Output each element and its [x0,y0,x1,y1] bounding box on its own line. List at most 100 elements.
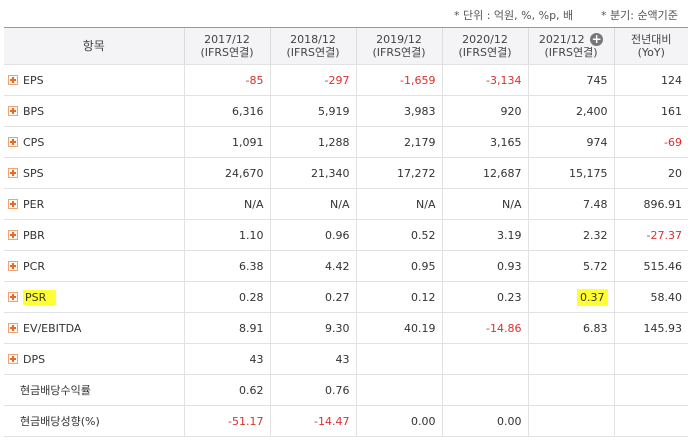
expand-columns-icon[interactable]: + [590,32,604,46]
value-cell: 0.00 [355,405,442,437]
row-label-text: SPS [23,166,44,180]
value-cell: N/A [183,188,270,220]
expand-row-icon[interactable] [8,353,18,364]
value-cell: 896.91 [613,188,688,220]
row-label[interactable]: PCR [4,250,184,282]
value-cell: 3,983 [355,95,442,127]
row-label[interactable]: EPS [4,64,184,96]
value-cell: -297 [269,64,356,96]
expand-row-icon[interactable] [8,198,18,209]
value-cell: 6,316 [183,95,270,127]
table-header-row: 항목 2017/12 (IFRS연결) 2018/12 (IFRS연결) 2019/… [4,27,688,65]
value-cell [441,374,528,406]
header-period: 2017/12 (IFRS연결) [183,27,270,65]
value-cell: 0.95 [355,250,442,282]
row-label-text: PER [23,197,45,211]
row-label[interactable]: SPS [4,157,184,189]
table-row: DPS 43 43 [4,343,688,375]
row-label-text: CPS [23,135,45,149]
value-cell [355,343,442,375]
basis-note: * 분기: 순액기준 [601,9,678,22]
row-label[interactable]: CPS [4,126,184,158]
value-cell: 6.38 [183,250,270,282]
value-cell: -14.47 [269,405,356,437]
value-cell: 0.12 [355,281,442,313]
row-label-text: 현금배당수익률 [20,384,91,397]
value-cell [613,374,688,406]
value-cell: 0.62 [183,374,270,406]
value-cell: N/A [355,188,442,220]
row-label[interactable]: BPS [4,95,184,127]
table-row: EV/EBITDA 8.91 9.30 40.19 -14.86 6.83 145.93 [4,312,688,344]
header-period: 2021/12 + (IFRS연결) [527,27,614,65]
unit-note: * 단위 : 억원, %, %p, 배 [454,9,574,22]
table-row: PER N/A N/A N/A N/A 7.48 896.91 [4,188,688,220]
header-yoy: 전년대비 (YoY) [613,27,688,65]
value-cell: 124 [613,64,688,96]
row-label[interactable]: PER [4,188,184,220]
value-cell: 0.96 [269,219,356,251]
row-label-text: EPS [23,73,44,87]
value-cell: 0.27 [269,281,356,313]
row-label[interactable]: DPS [4,343,184,375]
row-label[interactable]: PSR [4,281,184,313]
value-cell: 0.93 [441,250,528,282]
value-cell: 1.10 [183,219,270,251]
value-cell: 5,919 [269,95,356,127]
value-cell: 1,091 [183,126,270,158]
value-cell [527,374,614,406]
value-cell: 4.42 [269,250,356,282]
expand-row-icon[interactable] [8,136,18,147]
value-cell: 515.46 [613,250,688,282]
row-label-text: 현금배당성향(%) [20,415,100,428]
value-cell: 9.30 [269,312,356,344]
table-row: PBR 1.10 0.96 0.52 3.19 2.32 -27.37 [4,219,688,251]
expand-row-icon[interactable] [8,229,18,240]
value-cell: 920 [441,95,528,127]
value-cell: 0.00 [441,405,528,437]
table-row: PCR 6.38 4.42 0.95 0.93 5.72 515.46 [4,250,688,282]
table-row: SPS 24,670 21,340 17,272 12,687 15,175 20 [4,157,688,189]
table-row: BPS 6,316 5,919 3,983 920 2,400 161 [4,95,688,127]
value-cell: 974 [527,126,614,158]
row-label[interactable]: EV/EBITDA [4,312,184,344]
table-row: 현금배당수익률 0.62 0.76 [4,374,688,406]
value-cell: -1,659 [355,64,442,96]
unit-notes: * 단위 : 억원, %, %p, 배 * 분기: 순액기준 [0,0,696,26]
value-cell [613,405,688,437]
expand-row-icon[interactable] [8,322,18,333]
value-cell: 3.19 [441,219,528,251]
value-cell: 12,687 [441,157,528,189]
value-cell: 2.32 [527,219,614,251]
value-cell: -85 [183,64,270,96]
value-cell [355,374,442,406]
value-cell: 5.72 [527,250,614,282]
value-cell: -51.17 [183,405,270,437]
expand-row-icon[interactable] [8,105,18,116]
value-cell: -27.37 [613,219,688,251]
expand-row-icon[interactable] [8,167,18,178]
value-cell: 2,179 [355,126,442,158]
value-cell: 17,272 [355,157,442,189]
header-period: 2020/12 (IFRS연결) [441,27,528,65]
table-row: PSR 0.28 0.27 0.12 0.23 0.37 58.40 [4,281,688,313]
expand-row-icon[interactable] [8,291,18,302]
header-period: 2019/12 (IFRS연결) [355,27,442,65]
expand-row-icon[interactable] [8,74,18,85]
value-cell: -3,134 [441,64,528,96]
value-cell: 0.76 [269,374,356,406]
value-cell: -14.86 [441,312,528,344]
row-label-text: BPS [23,104,45,118]
value-cell: 0.52 [355,219,442,251]
value-cell: 43 [269,343,356,375]
table-row: CPS 1,091 1,288 2,179 3,165 974 -69 [4,126,688,158]
value-cell: 745 [527,64,614,96]
value-cell: 8.91 [183,312,270,344]
row-label-text: DPS [23,352,46,366]
row-label-text: EV/EBITDA [23,321,82,335]
expand-row-icon[interactable] [8,260,18,271]
value-cell: 7.48 [527,188,614,220]
row-label-text: PBR [23,228,45,242]
value-cell: 43 [183,343,270,375]
row-label[interactable]: PBR [4,219,184,251]
